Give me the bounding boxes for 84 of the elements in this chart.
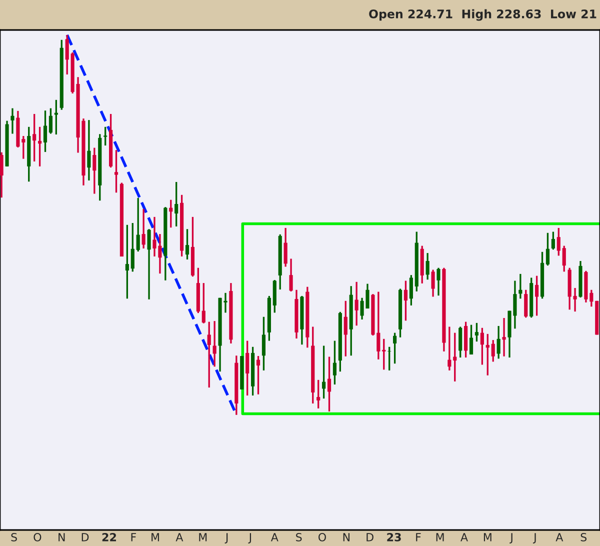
candlestick	[22, 135, 26, 160]
candlestick	[453, 332, 457, 382]
x-tick-label: J	[533, 533, 536, 544]
x-tick-label: J	[510, 533, 512, 544]
candlestick	[486, 333, 490, 376]
candlestick	[147, 228, 151, 300]
candlestick	[246, 340, 250, 396]
x-tick-label: 22	[102, 532, 116, 542]
x-tick-label: A	[176, 533, 184, 542]
candlestick	[327, 356, 332, 412]
candlestick	[393, 332, 397, 364]
x-tick-label: F	[131, 533, 136, 542]
candlestick	[354, 281, 358, 326]
candlestick	[376, 290, 380, 360]
candlestick	[212, 320, 216, 368]
candlestick	[65, 34, 69, 76]
x-tick-label: M	[199, 533, 207, 542]
candlestick	[130, 222, 134, 272]
candlestick	[38, 126, 42, 168]
candlestick	[332, 340, 337, 386]
candlestick	[491, 339, 495, 363]
x-tick-label: D	[366, 533, 374, 542]
candlestick	[256, 355, 260, 396]
candlestick	[382, 338, 386, 370]
candlestick	[125, 224, 129, 300]
x-tick-label: S	[296, 532, 302, 542]
x-tick-label: D	[82, 533, 89, 542]
x-tick-label: N	[58, 533, 65, 542]
candlestick	[404, 280, 408, 322]
x-tick-label: S	[11, 532, 17, 542]
x-tick-label: A	[270, 533, 278, 542]
x-tick-label: A	[556, 533, 564, 542]
candlestick	[546, 232, 550, 266]
x-tick-label: J	[224, 533, 228, 544]
candlestick	[92, 146, 96, 195]
candlestick	[136, 197, 140, 252]
candlestick	[502, 317, 506, 358]
x-tick-label: F	[416, 533, 421, 542]
candlestick	[535, 274, 539, 317]
candlestick	[448, 326, 452, 372]
candlestick	[0, 152, 4, 198]
candlestick	[174, 181, 178, 228]
candlestick	[322, 344, 326, 400]
candlestick	[32, 113, 36, 162]
x-tick-label: A	[460, 533, 468, 542]
candlestick	[207, 320, 211, 388]
candlestick	[409, 274, 413, 306]
candlestick	[431, 268, 435, 298]
candlestick	[114, 149, 118, 194]
candlestick	[262, 316, 266, 372]
x-tick-label: S	[580, 532, 587, 542]
candlestick	[426, 252, 430, 280]
x-tick-label: N	[343, 533, 350, 542]
candlestick	[344, 300, 348, 358]
candlestick	[87, 119, 91, 182]
candlestick	[551, 230, 555, 250]
candlestick	[458, 326, 462, 358]
candlestick	[284, 227, 288, 268]
x-tick-label: J	[248, 533, 251, 544]
x-tick-label: 23	[387, 532, 401, 542]
candlestick	[480, 327, 484, 366]
candlestick	[436, 267, 440, 296]
candlestick	[142, 208, 146, 250]
candlestick	[185, 228, 190, 260]
candlestick	[524, 289, 528, 318]
candlestick	[10, 107, 14, 135]
candlestick	[556, 227, 560, 257]
candlestick	[562, 244, 566, 272]
x-tick-label: M	[484, 533, 492, 542]
candlestick	[43, 110, 48, 153]
candlestick	[289, 258, 293, 292]
candlestick	[316, 379, 320, 410]
x-tick-label: O	[34, 532, 42, 542]
candlestick	[469, 324, 474, 356]
x-tick-label: M	[436, 533, 444, 542]
text: Open 224.71 High 228.63 Low 21	[369, 9, 596, 21]
x-tick-label: O	[318, 532, 326, 542]
candlestick	[388, 346, 392, 372]
x-tick-label: M	[152, 533, 159, 542]
candlestick	[496, 325, 500, 360]
candlestick	[104, 126, 108, 146]
candlestick	[202, 282, 206, 324]
candlestick	[474, 322, 479, 342]
candlestick	[48, 107, 53, 135]
